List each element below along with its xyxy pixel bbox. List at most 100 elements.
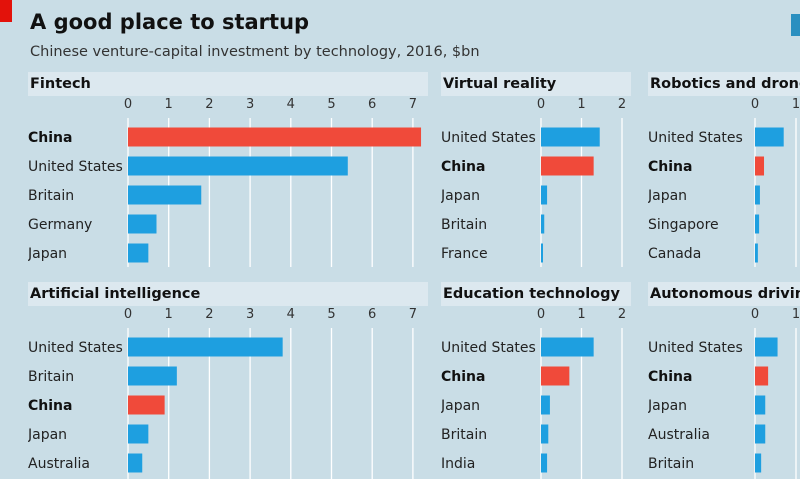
tick-label: 0 — [537, 307, 545, 322]
bar-britain — [541, 424, 549, 444]
corner-mark — [791, 14, 800, 36]
category-label: China — [441, 159, 485, 175]
tick-label: 5 — [327, 97, 335, 112]
bar-australia — [128, 453, 143, 473]
bar-britain — [755, 453, 762, 473]
tick-label: 1 — [165, 97, 173, 112]
category-label: Britain — [28, 188, 74, 204]
tick-label: 3 — [246, 97, 254, 112]
panel-artificial-intelligence: Artificial intelligence 0 1 2 3 4 5 6 7 United S… — [28, 282, 428, 479]
bar-united-states — [755, 337, 778, 357]
tick-label: 0 — [751, 307, 759, 322]
tick-label: 2 — [618, 97, 626, 112]
bar-canada — [755, 243, 758, 263]
bar-united-states — [541, 337, 594, 357]
bar-china — [128, 395, 165, 415]
bar-united-states — [128, 337, 283, 357]
chart-title: A good place to startup — [30, 10, 310, 34]
category-label: Britain — [441, 427, 487, 443]
bar-australia — [755, 424, 766, 444]
panel-chart: 0 1 2 United States China Japan Britain France — [441, 97, 626, 267]
bar-japan — [541, 185, 548, 205]
tick-label: 4 — [287, 307, 295, 322]
panel-autonomous-driving: Autonomous driving 0 1 United States China J… — [648, 282, 800, 479]
bar-united-states — [541, 127, 600, 147]
bar-japan — [541, 395, 550, 415]
category-label: France — [441, 246, 488, 262]
tick-label: 7 — [409, 97, 417, 112]
category-label: Germany — [28, 217, 92, 233]
panel-title: Fintech — [28, 72, 428, 96]
panel-robotics-drones: Robotics and drones 0 1 United States China… — [648, 72, 800, 267]
bar-britain — [541, 214, 545, 234]
panel-title: Virtual reality — [441, 72, 631, 96]
tick-label: 3 — [246, 307, 254, 322]
tick-label: 1 — [577, 307, 585, 322]
bar-united-states — [755, 127, 784, 147]
category-label: United States — [28, 340, 123, 356]
category-label: Japan — [28, 427, 67, 443]
panel-chart: 0 1 United States China Japan Australia Britai… — [648, 307, 800, 479]
tick-label: 1 — [165, 307, 173, 322]
tick-label: 2 — [205, 97, 213, 112]
panel-chart: 0 1 United States China Japan Singapore Canada — [648, 97, 800, 267]
bar-germany — [128, 214, 157, 234]
category-label: China — [441, 369, 485, 385]
panel-title: Artificial intelligence — [28, 282, 428, 306]
panel-title: Education technology — [441, 282, 631, 306]
bar-china — [541, 366, 570, 386]
bar-france — [541, 243, 543, 263]
tick-label: 0 — [751, 97, 759, 112]
category-label: China — [648, 159, 692, 175]
category-label: United States — [28, 159, 123, 175]
bar-britain — [128, 366, 177, 386]
tick-label: 6 — [368, 97, 376, 112]
tick-label: 0 — [537, 97, 545, 112]
category-label: Britain — [441, 217, 487, 233]
bar-china — [541, 156, 594, 176]
tick-label: 1 — [792, 307, 800, 322]
bar-singapore — [755, 214, 760, 234]
tick-label: 6 — [368, 307, 376, 322]
category-label: Japan — [648, 188, 687, 204]
category-label: Japan — [648, 398, 687, 414]
tick-label: 1 — [792, 97, 800, 112]
bar-japan — [755, 395, 766, 415]
category-label: Australia — [28, 456, 90, 472]
panel-title: Robotics and drones — [648, 72, 800, 96]
panel-chart: 0 1 2 United States China Japan Britain India — [441, 307, 626, 479]
panel-fintech: Fintech 0 1 2 3 4 5 6 7 China United States Britai… — [28, 72, 428, 267]
category-label: United States — [441, 340, 536, 356]
panel-education-technology: Education technology 0 1 2 United States Chi… — [441, 282, 631, 479]
category-label: Singapore — [648, 217, 719, 233]
tick-label: 2 — [618, 307, 626, 322]
tick-label: 4 — [287, 97, 295, 112]
tick-label: 1 — [577, 97, 585, 112]
accent-bar — [0, 0, 12, 22]
category-label: Canada — [648, 246, 701, 262]
category-label: Australia — [648, 427, 710, 443]
tick-label: 2 — [205, 307, 213, 322]
bar-japan — [755, 185, 760, 205]
category-label: India — [441, 456, 475, 472]
panel-chart: 0 1 2 3 4 5 6 7 United States Britain China Japan Au… — [28, 307, 417, 479]
panel-virtual-reality: Virtual reality 0 1 2 United States China Jap… — [441, 72, 631, 267]
category-label: China — [28, 130, 72, 146]
bar-japan — [128, 424, 149, 444]
panel-chart: 0 1 2 3 4 5 6 7 China United States Britain Germany… — [28, 97, 422, 267]
category-label: Japan — [28, 246, 67, 262]
bar-japan — [128, 243, 149, 263]
tick-label: 0 — [124, 97, 132, 112]
category-label: Japan — [441, 398, 480, 414]
bar-united-states — [128, 156, 348, 176]
category-label: China — [28, 398, 72, 414]
bar-china — [755, 366, 769, 386]
category-label: Britain — [648, 456, 694, 472]
category-label: China — [648, 369, 692, 385]
category-label: United States — [441, 130, 536, 146]
category-label: Japan — [441, 188, 480, 204]
bar-india — [541, 453, 548, 473]
tick-label: 7 — [409, 307, 417, 322]
bar-china — [128, 127, 422, 147]
tick-label: 0 — [124, 307, 132, 322]
